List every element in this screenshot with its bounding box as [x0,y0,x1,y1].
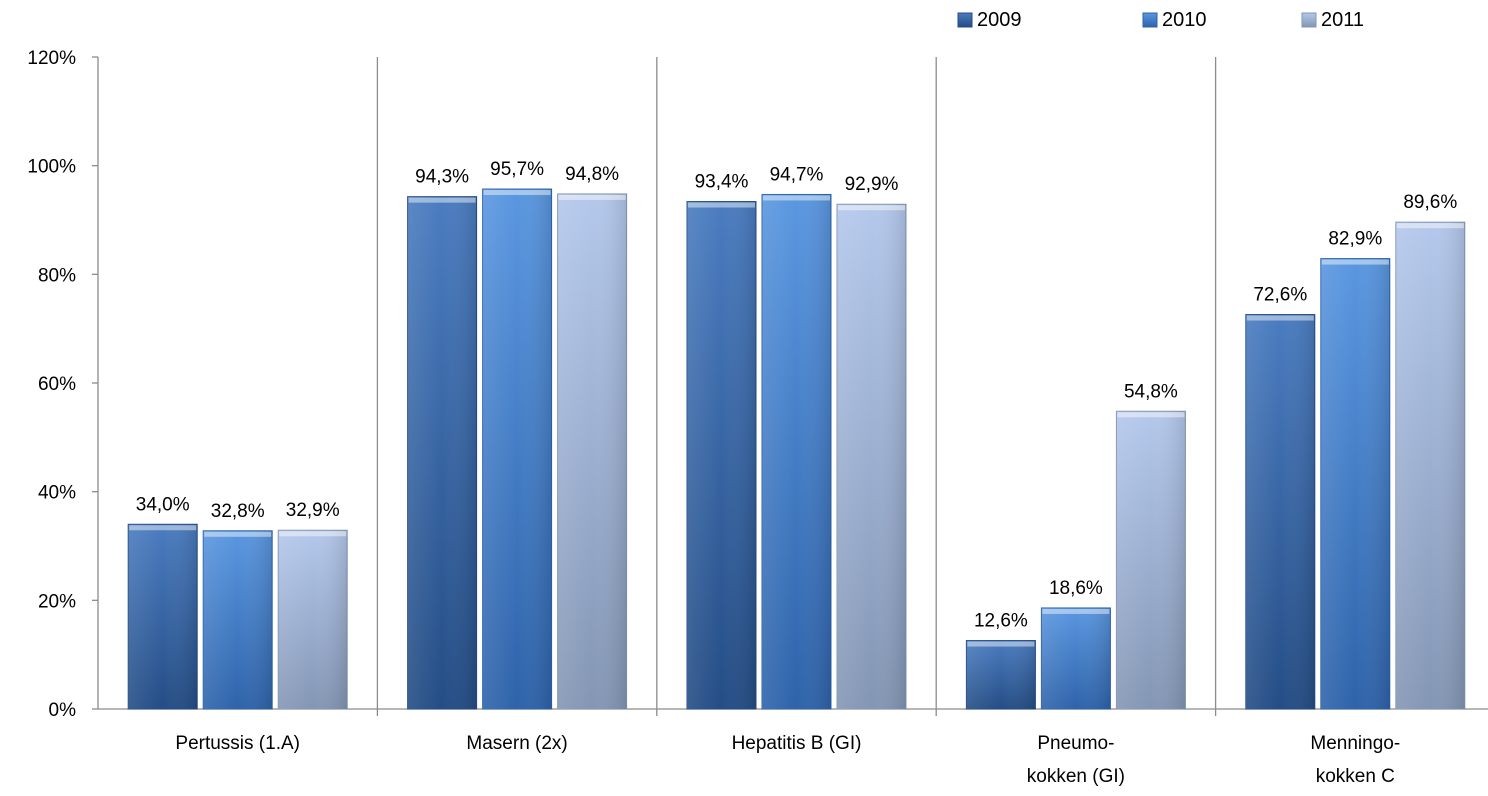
bar [965,640,1036,710]
data-label: 12,6% [974,611,1028,632]
bar [482,188,553,710]
bar [1395,221,1466,710]
legend: 2009 2010 2011 [957,9,1364,31]
legend-item: 2011 [1301,9,1364,31]
data-label: 34,0% [136,494,190,515]
data-label: 95,7% [490,159,544,180]
legend-label: 2009 [977,9,1022,31]
bar [686,201,757,710]
data-label: 94,7% [770,164,824,185]
legend-item: 2010 [1142,9,1207,31]
bar [1245,314,1316,710]
bars [127,188,1466,710]
data-label: 54,8% [1124,381,1178,402]
y-tick-label: 60% [38,374,76,395]
y-tick-label: 80% [38,265,76,286]
legend-swatch [1301,12,1317,28]
data-label: 89,6% [1403,192,1457,213]
data-label: 82,9% [1328,229,1382,250]
x-tick-label: Masern (2x) [466,733,567,754]
axes: 0% 20% 40% 60% 80% 100% 120% Pertussis (1.A) Mas… [27,48,1488,787]
data-labels: 34,0% 32,8% 32,9% 94,3% 95,7% 94,8% 93,4% 94,7%… [136,159,1458,632]
y-tick-label: 100% [27,157,76,178]
bar [761,193,832,710]
x-tick-label: kokken C [1316,766,1395,787]
y-tick-label: 0% [49,700,77,721]
bar [557,193,628,710]
y-tick-label: 40% [38,483,76,504]
legend-swatch [1142,12,1158,28]
bar [1115,410,1186,710]
data-label: 94,3% [415,167,469,188]
legend-label: 2010 [1162,9,1207,31]
data-label: 32,9% [286,500,340,521]
legend-item: 2009 [957,9,1022,31]
data-label: 92,9% [845,174,899,195]
bar [202,530,273,710]
bar [1320,258,1391,710]
x-tick-label: Pneumo- [1037,733,1114,754]
bar [277,529,348,710]
bar [836,203,907,710]
data-label: 32,8% [211,501,265,522]
data-label: 93,4% [695,172,749,193]
x-tick-label: Pertussis (1.A) [175,733,300,754]
legend-swatch [957,12,973,28]
data-label: 94,8% [565,164,619,185]
x-tick-label: Menningo- [1310,733,1400,754]
bar [407,196,478,710]
legend-label: 2011 [1321,9,1364,31]
bar [127,523,198,710]
data-label: 72,6% [1253,285,1307,306]
data-label: 18,6% [1049,578,1103,599]
y-tick-label: 120% [27,48,76,69]
x-tick-label: kokken (GI) [1027,766,1125,787]
y-tick-label: 20% [38,591,76,612]
bar [1040,607,1111,710]
x-tick-label: Hepatitis B (GI) [732,733,862,754]
